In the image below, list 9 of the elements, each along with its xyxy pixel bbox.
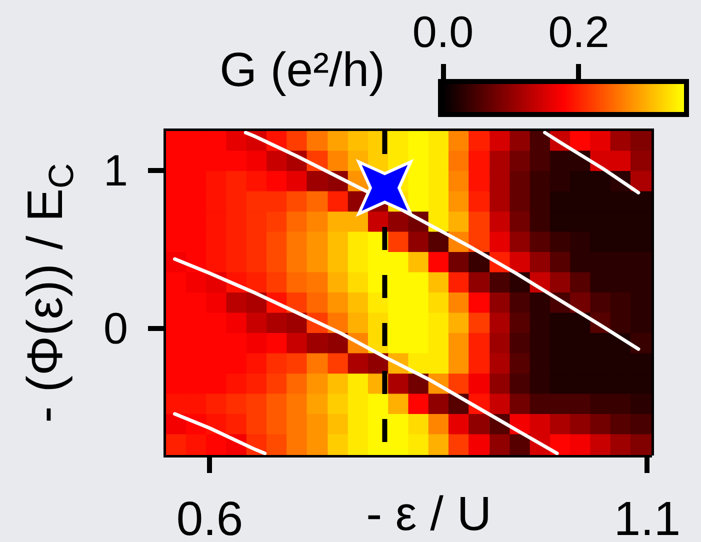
x-tick-label: 0.6 xyxy=(176,493,244,542)
color-bar-title: G (e²/h) xyxy=(220,44,386,97)
x-axis-title: - ε / U xyxy=(366,488,492,541)
y-tick-label: 1 xyxy=(104,146,128,196)
y-axis-title: - (Φ(ε)) / EC xyxy=(17,163,81,423)
x-tick-label: 1.1 xyxy=(614,493,681,542)
color-bar-label: 0.0 xyxy=(412,8,474,57)
color-bar-label: 0.2 xyxy=(548,8,610,57)
y-tick-label: 0 xyxy=(104,304,128,354)
